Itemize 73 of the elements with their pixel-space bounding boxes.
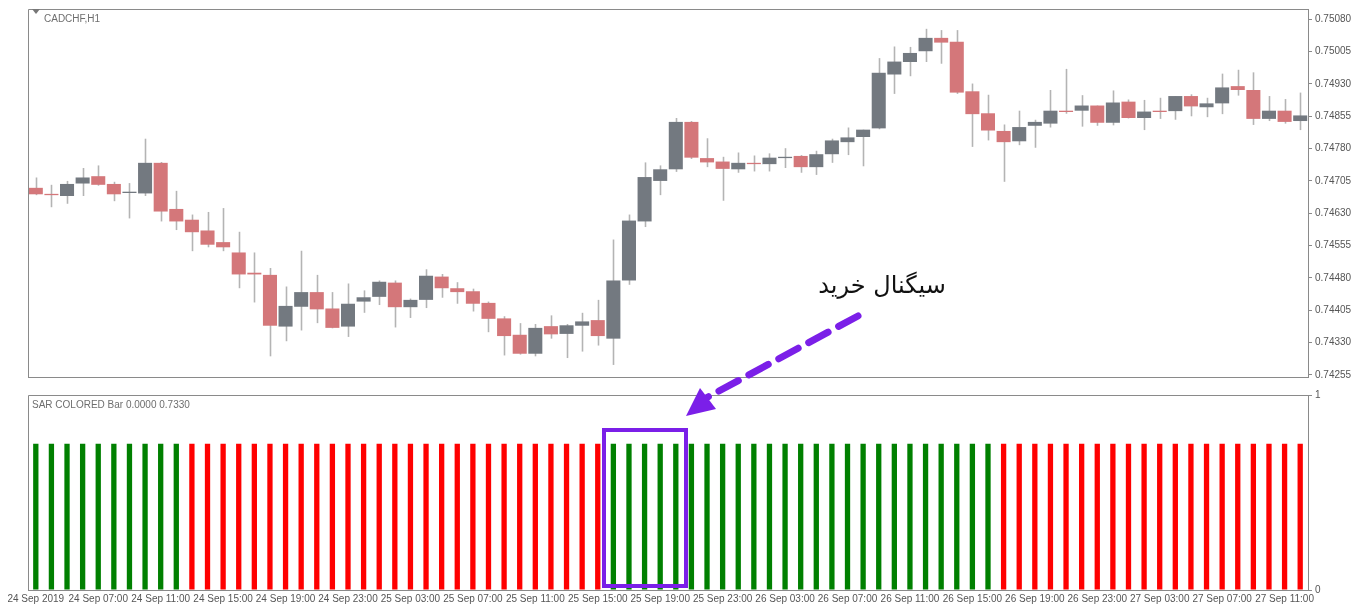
candlestick [762, 152, 777, 173]
candlestick [1183, 93, 1198, 118]
chart-title: SAR COLORED Bar 0.0000 0.7330 [32, 398, 191, 410]
candlestick [1105, 89, 1120, 127]
candlestick [340, 282, 356, 338]
x-tick-label: 24 Sep 23:00 [318, 592, 379, 604]
candlestick [700, 137, 715, 168]
x-tick-label: 24 Sep 19:00 [255, 592, 316, 604]
candlestick [372, 279, 387, 306]
candlestick [715, 156, 730, 202]
candlestick [1168, 95, 1183, 121]
y-tick-label: 0.74330 [1315, 336, 1352, 348]
x-tick-label: 24 Sep 15:00 [193, 592, 254, 604]
x-tick-label: 26 Sep 03:00 [755, 592, 816, 604]
candlestick [75, 167, 90, 197]
candlestick [996, 123, 1011, 183]
y-tick-label: 0 [1315, 583, 1321, 595]
candlestick [809, 149, 824, 176]
annotation: سیگنال خرید [818, 271, 946, 300]
x-tick-label: 26 Sep 15:00 [942, 592, 1003, 604]
candlestick [1074, 94, 1089, 128]
candlestick [1261, 95, 1276, 122]
candlestick [434, 273, 449, 299]
x-tick-label: 26 Sep 19:00 [1005, 592, 1066, 604]
candlestick [856, 128, 871, 168]
y-tick-label: 0.74480 [1315, 271, 1352, 283]
candlestick [512, 322, 527, 356]
x-tick-label: 25 Sep 11:00 [505, 592, 566, 604]
chart-title: CADCHF,H1 [44, 12, 101, 24]
candlestick [450, 281, 465, 305]
candlestick [60, 180, 75, 205]
candlestick [731, 151, 746, 174]
x-tick-label: 24 Sep 2019 [7, 592, 65, 604]
x-tick-label: 24 Sep 07:00 [68, 592, 129, 604]
x-tick-label: 25 Sep 23:00 [692, 592, 753, 604]
candlestick [1215, 72, 1230, 115]
y-tick-label: 0.74780 [1315, 142, 1352, 154]
candlestick [106, 181, 121, 202]
candlestick [356, 289, 371, 314]
x-tick-label: 26 Sep 23:00 [1067, 592, 1128, 604]
y-tick-label: 0.74555 [1315, 239, 1352, 251]
x-tick-label: 25 Sep 19:00 [630, 592, 691, 604]
candlestick [918, 28, 933, 63]
y-tick-label: 0.74630 [1315, 207, 1352, 218]
candlestick [590, 299, 605, 347]
candlestick [1230, 68, 1245, 97]
y-tick-label: 0.74705 [1315, 174, 1352, 186]
y-tick-label: 1 [1315, 388, 1321, 400]
x-tick-label: 26 Sep 11:00 [880, 592, 940, 604]
x-tick-label: 26 Sep 07:00 [817, 592, 878, 604]
candlestick [1137, 99, 1152, 131]
candlestick [1012, 109, 1027, 146]
x-tick-label: 27 Sep 11:00 [1255, 592, 1315, 604]
candlestick [91, 164, 106, 187]
candlestick [1277, 98, 1292, 125]
x-tick-label: 24 Sep 11:00 [131, 592, 191, 604]
y-tick-label: 0.75080 [1315, 13, 1352, 25]
x-tick-label: 27 Sep 03:00 [1129, 592, 1190, 604]
y-tick-label: 0.74930 [1315, 77, 1352, 89]
candlestick [902, 46, 917, 78]
candlestick [1199, 96, 1214, 118]
candlestick [543, 314, 558, 340]
candlestick [934, 29, 949, 65]
y-tick-label: 0.74855 [1315, 110, 1352, 122]
y-tick-label: 0.75005 [1315, 45, 1352, 57]
x-tick-label: 25 Sep 15:00 [568, 592, 628, 604]
candlestick [403, 297, 418, 319]
y-tick-label: 0.74255 [1315, 368, 1352, 380]
x-tick-label: 25 Sep 07:00 [443, 592, 504, 604]
candlestick [980, 93, 996, 142]
x-tick-label: 27 Sep 07:00 [1192, 592, 1253, 604]
x-tick-label: 25 Sep 03:00 [380, 592, 441, 604]
y-tick-label: 0.74405 [1315, 303, 1352, 315]
